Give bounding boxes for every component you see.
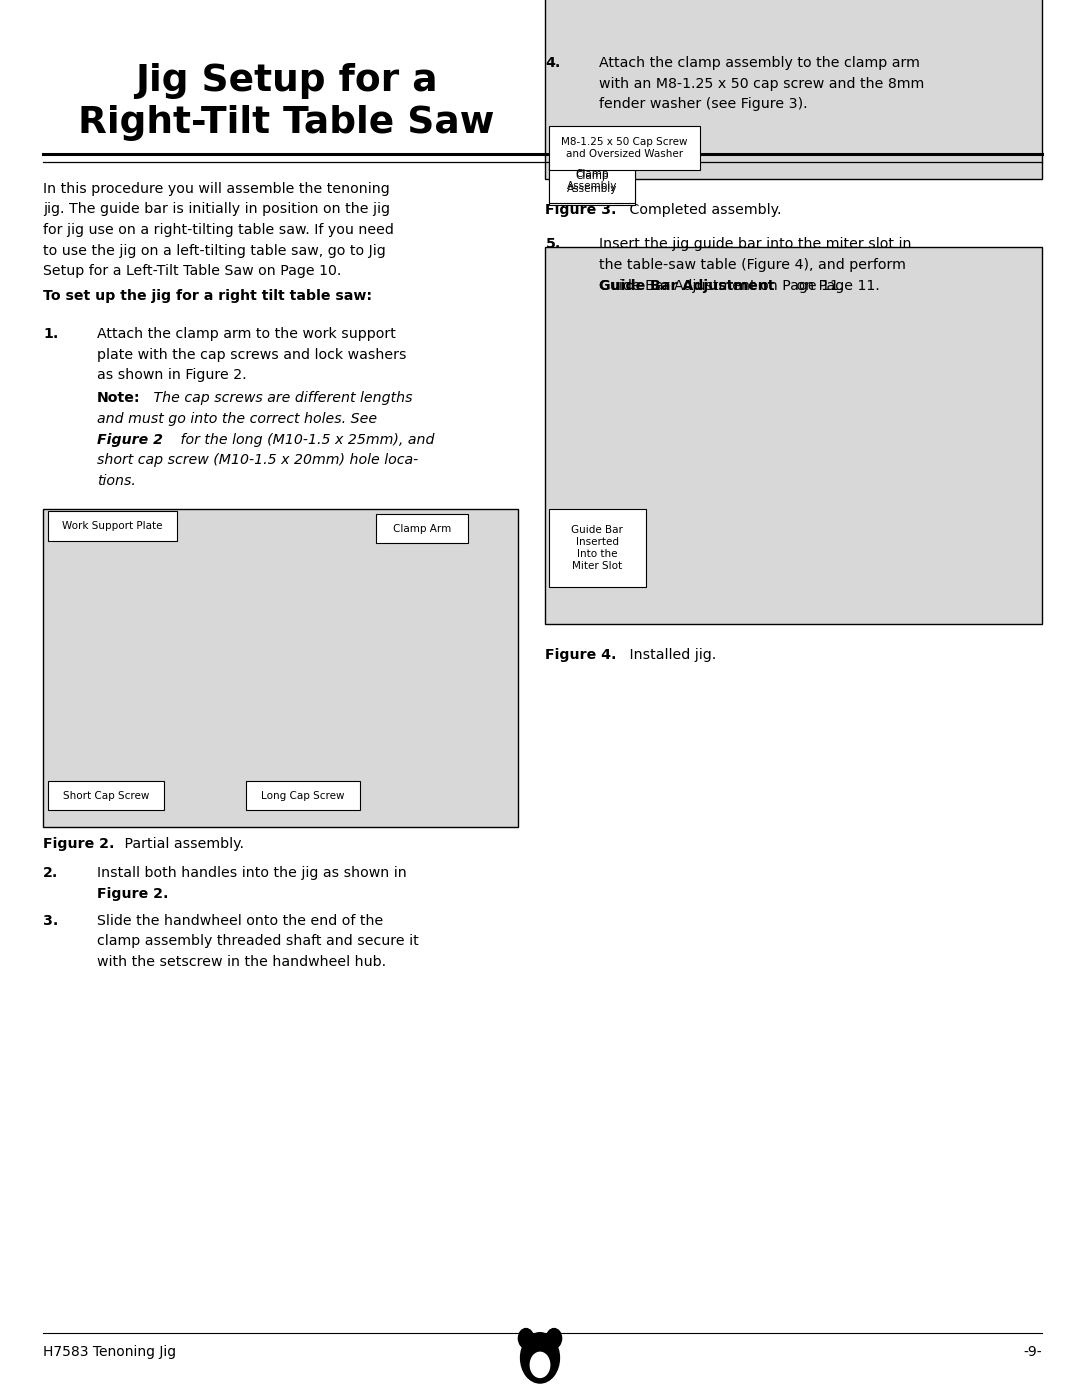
Text: Clamp
Assembly: Clamp Assembly — [567, 170, 617, 194]
Text: 2.: 2. — [43, 866, 58, 880]
Text: M8-1.25 x 50 Cap Screw
and Oversized Washer: M8-1.25 x 50 Cap Screw and Oversized Was… — [561, 137, 688, 159]
Text: short cap screw (M10-1.5 x 20mm) hole loca-: short cap screw (M10-1.5 x 20mm) hole lo… — [97, 453, 418, 467]
Bar — [48, 781, 164, 810]
Bar — [549, 509, 646, 587]
Circle shape — [546, 1329, 562, 1348]
Text: Figure 2: Figure 2 — [97, 433, 163, 447]
Text: Insert the jig guide bar into the miter slot in: Insert the jig guide bar into the miter … — [599, 237, 912, 251]
Bar — [549, 126, 700, 170]
Text: Guide Bar Adjustment: Guide Bar Adjustment — [599, 279, 775, 293]
Text: jig. The guide bar is initially in position on the jig: jig. The guide bar is initially in posit… — [43, 203, 390, 217]
Text: Figure 3.: Figure 3. — [545, 203, 617, 217]
Text: Short Cap Screw: Short Cap Screw — [63, 791, 149, 800]
Text: and must go into the correct holes. See: and must go into the correct holes. See — [97, 412, 377, 426]
Text: Guide Bar Adjustment on Page 11.: Guide Bar Adjustment on Page 11. — [599, 279, 843, 293]
Text: H7583 Tenoning Jig: H7583 Tenoning Jig — [43, 1345, 176, 1359]
Bar — [246, 781, 360, 810]
Text: Attach the clamp arm to the work support: Attach the clamp arm to the work support — [97, 327, 396, 341]
Text: fender washer (see Figure 3).: fender washer (see Figure 3). — [599, 98, 808, 112]
Text: Guide Bar
Inserted
Into the
Miter Slot: Guide Bar Inserted Into the Miter Slot — [571, 525, 623, 570]
Circle shape — [518, 1329, 534, 1348]
Text: Setup for a Left-Tilt Table Saw on Page 10.: Setup for a Left-Tilt Table Saw on Page … — [43, 264, 341, 278]
Text: 4.: 4. — [545, 56, 561, 70]
Text: Note:: Note: — [97, 391, 140, 405]
Text: 3.: 3. — [43, 914, 58, 928]
Text: Completed assembly.: Completed assembly. — [625, 203, 782, 217]
Text: Figure 4.: Figure 4. — [545, 648, 617, 662]
Text: for the long (M10-1.5 x 25mm), and: for the long (M10-1.5 x 25mm), and — [176, 433, 434, 447]
Text: Slide the handwheel onto the end of the: Slide the handwheel onto the end of the — [97, 914, 383, 928]
Text: 1.: 1. — [43, 327, 58, 341]
Bar — [549, 158, 635, 203]
Text: Attach the clamp assembly to the clamp arm: Attach the clamp assembly to the clamp a… — [599, 56, 920, 70]
Text: as shown in Figure 2.: as shown in Figure 2. — [97, 369, 247, 383]
Text: on Page 11.: on Page 11. — [792, 279, 879, 293]
Text: 5.: 5. — [545, 237, 561, 251]
Bar — [549, 159, 635, 205]
Text: to use the jig on a left-tilting table saw, go to Jig: to use the jig on a left-tilting table s… — [43, 243, 386, 257]
Text: Work Support Plate: Work Support Plate — [62, 521, 163, 531]
Text: clamp assembly threaded shaft and secure it: clamp assembly threaded shaft and secure… — [97, 935, 419, 949]
Text: with the setscrew in the handwheel hub.: with the setscrew in the handwheel hub. — [97, 956, 387, 970]
Bar — [376, 514, 468, 543]
Text: Partial assembly.: Partial assembly. — [120, 837, 244, 851]
Text: To set up the jig for a right tilt table saw:: To set up the jig for a right tilt table… — [43, 289, 373, 303]
Text: Clamp
Assembly: Clamp Assembly — [567, 169, 617, 191]
Text: with an M8-1.25 x 50 cap screw and the 8mm: with an M8-1.25 x 50 cap screw and the 8… — [599, 77, 924, 91]
Text: the table-saw table (Figure 4), and perform: the table-saw table (Figure 4), and perf… — [599, 258, 906, 272]
Text: Install both handles into the jig as shown in: Install both handles into the jig as sho… — [97, 866, 407, 880]
Text: Right-Tilt Table Saw: Right-Tilt Table Saw — [78, 105, 495, 141]
Circle shape — [521, 1333, 559, 1383]
Text: Figure 2.: Figure 2. — [97, 887, 168, 901]
Text: The cap screws are different lengths: The cap screws are different lengths — [149, 391, 413, 405]
Text: In this procedure you will assemble the tenoning: In this procedure you will assemble the … — [43, 182, 390, 196]
Bar — [48, 511, 177, 541]
Text: Jig Setup for a: Jig Setup for a — [135, 63, 437, 99]
Bar — [545, 247, 1042, 624]
Text: Installed jig.: Installed jig. — [625, 648, 716, 662]
Text: Clamp Arm: Clamp Arm — [393, 524, 450, 534]
Text: -9-: -9- — [1024, 1345, 1042, 1359]
Bar — [43, 509, 518, 827]
Circle shape — [530, 1352, 550, 1377]
Text: Long Cap Screw: Long Cap Screw — [261, 791, 345, 800]
Text: plate with the cap screws and lock washers: plate with the cap screws and lock washe… — [97, 348, 407, 362]
Text: for jig use on a right-tilting table saw. If you need: for jig use on a right-tilting table saw… — [43, 224, 394, 237]
Text: tions.: tions. — [97, 474, 136, 488]
Bar — [545, 0, 1042, 179]
Text: Figure 2.: Figure 2. — [43, 837, 114, 851]
